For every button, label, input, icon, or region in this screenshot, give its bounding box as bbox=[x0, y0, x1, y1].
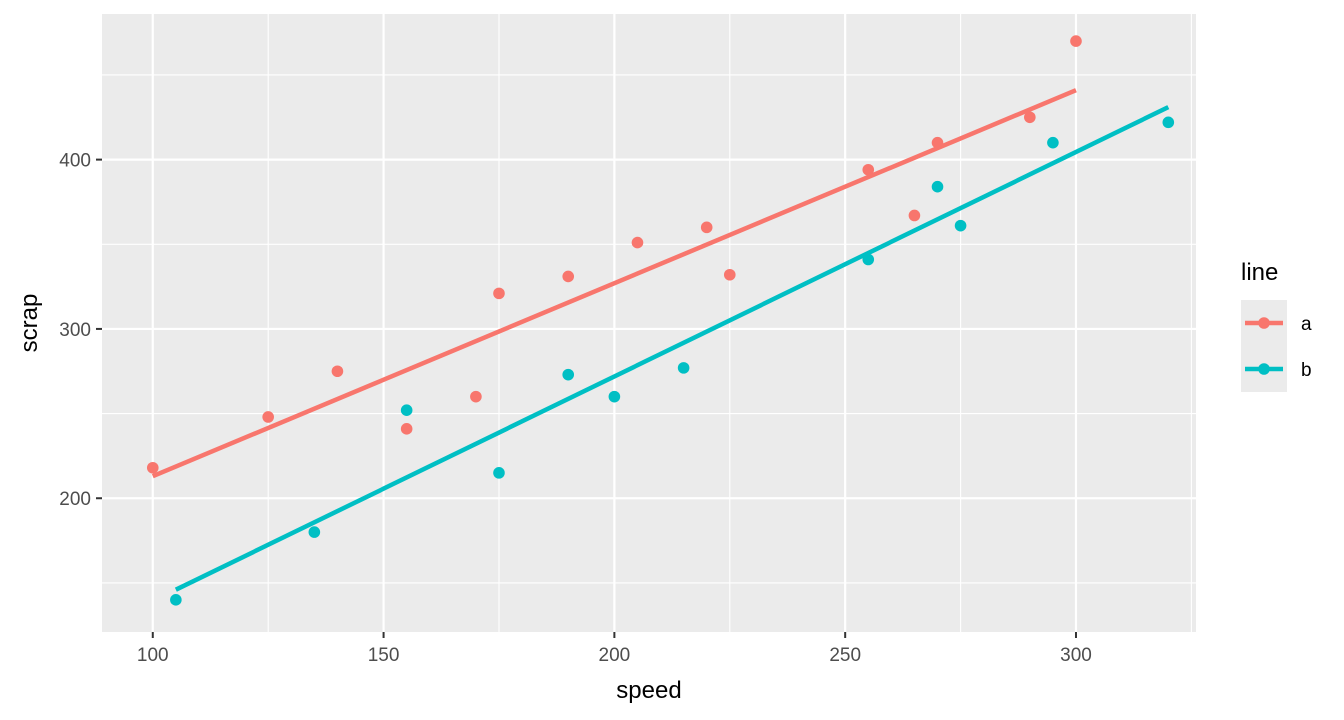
data-point-a bbox=[331, 365, 344, 378]
data-point-a bbox=[931, 136, 944, 149]
y-axis: 200 300 400 bbox=[59, 151, 102, 510]
data-point-b bbox=[493, 467, 505, 479]
data-point-b bbox=[931, 180, 944, 193]
x-axis: 100 150 200 250 300 bbox=[137, 632, 1092, 666]
x-tick-label: 250 bbox=[829, 645, 861, 666]
x-axis-title: speed bbox=[616, 677, 681, 704]
data-point-b bbox=[1162, 116, 1175, 129]
data-point-a bbox=[723, 268, 736, 281]
data-point-a bbox=[631, 236, 644, 249]
data-point-a bbox=[470, 390, 482, 403]
major-gridlines bbox=[102, 14, 1196, 632]
data-point-a bbox=[1024, 111, 1036, 124]
data-point-b bbox=[608, 390, 621, 403]
fit-line-b bbox=[174, 105, 1170, 592]
data-point-b bbox=[308, 526, 321, 538]
data-point-a bbox=[400, 423, 413, 435]
data-point-a bbox=[493, 287, 505, 300]
x-tick-label: 100 bbox=[137, 645, 169, 666]
data-point-b bbox=[562, 368, 575, 381]
y-tick-label: 400 bbox=[59, 151, 91, 172]
data-point-b bbox=[1047, 136, 1059, 149]
fit-line-a bbox=[151, 88, 1077, 479]
y-axis-title: scrap bbox=[16, 294, 43, 353]
legend-label-b: b bbox=[1301, 360, 1312, 381]
data-point-a bbox=[1070, 35, 1082, 47]
data-points bbox=[146, 35, 1175, 606]
data-point-b bbox=[954, 219, 967, 232]
legend-key-point-b bbox=[1258, 363, 1270, 375]
y-tick-label: 200 bbox=[59, 489, 91, 510]
legend-key-point-a bbox=[1258, 317, 1270, 329]
x-tick-label: 150 bbox=[368, 645, 400, 666]
data-point-a bbox=[700, 221, 713, 234]
minor-gridlines bbox=[102, 14, 1196, 632]
x-tick-label: 200 bbox=[599, 645, 631, 666]
legend-label-a: a bbox=[1301, 314, 1312, 335]
data-point-a bbox=[262, 411, 274, 423]
x-tick-label: 300 bbox=[1060, 645, 1092, 666]
data-point-b bbox=[677, 362, 690, 374]
y-tick-label: 300 bbox=[59, 320, 91, 341]
data-point-b bbox=[170, 594, 182, 606]
data-point-b bbox=[400, 404, 413, 416]
data-point-b bbox=[862, 253, 875, 266]
fit-lines bbox=[151, 88, 1170, 592]
data-point-a bbox=[862, 163, 875, 176]
legend: line ab bbox=[1241, 259, 1312, 392]
data-point-a bbox=[562, 270, 575, 283]
data-point-a bbox=[146, 461, 159, 474]
legend-title: line bbox=[1241, 259, 1278, 286]
legend-keys: ab bbox=[1241, 300, 1312, 392]
data-point-a bbox=[908, 209, 921, 222]
